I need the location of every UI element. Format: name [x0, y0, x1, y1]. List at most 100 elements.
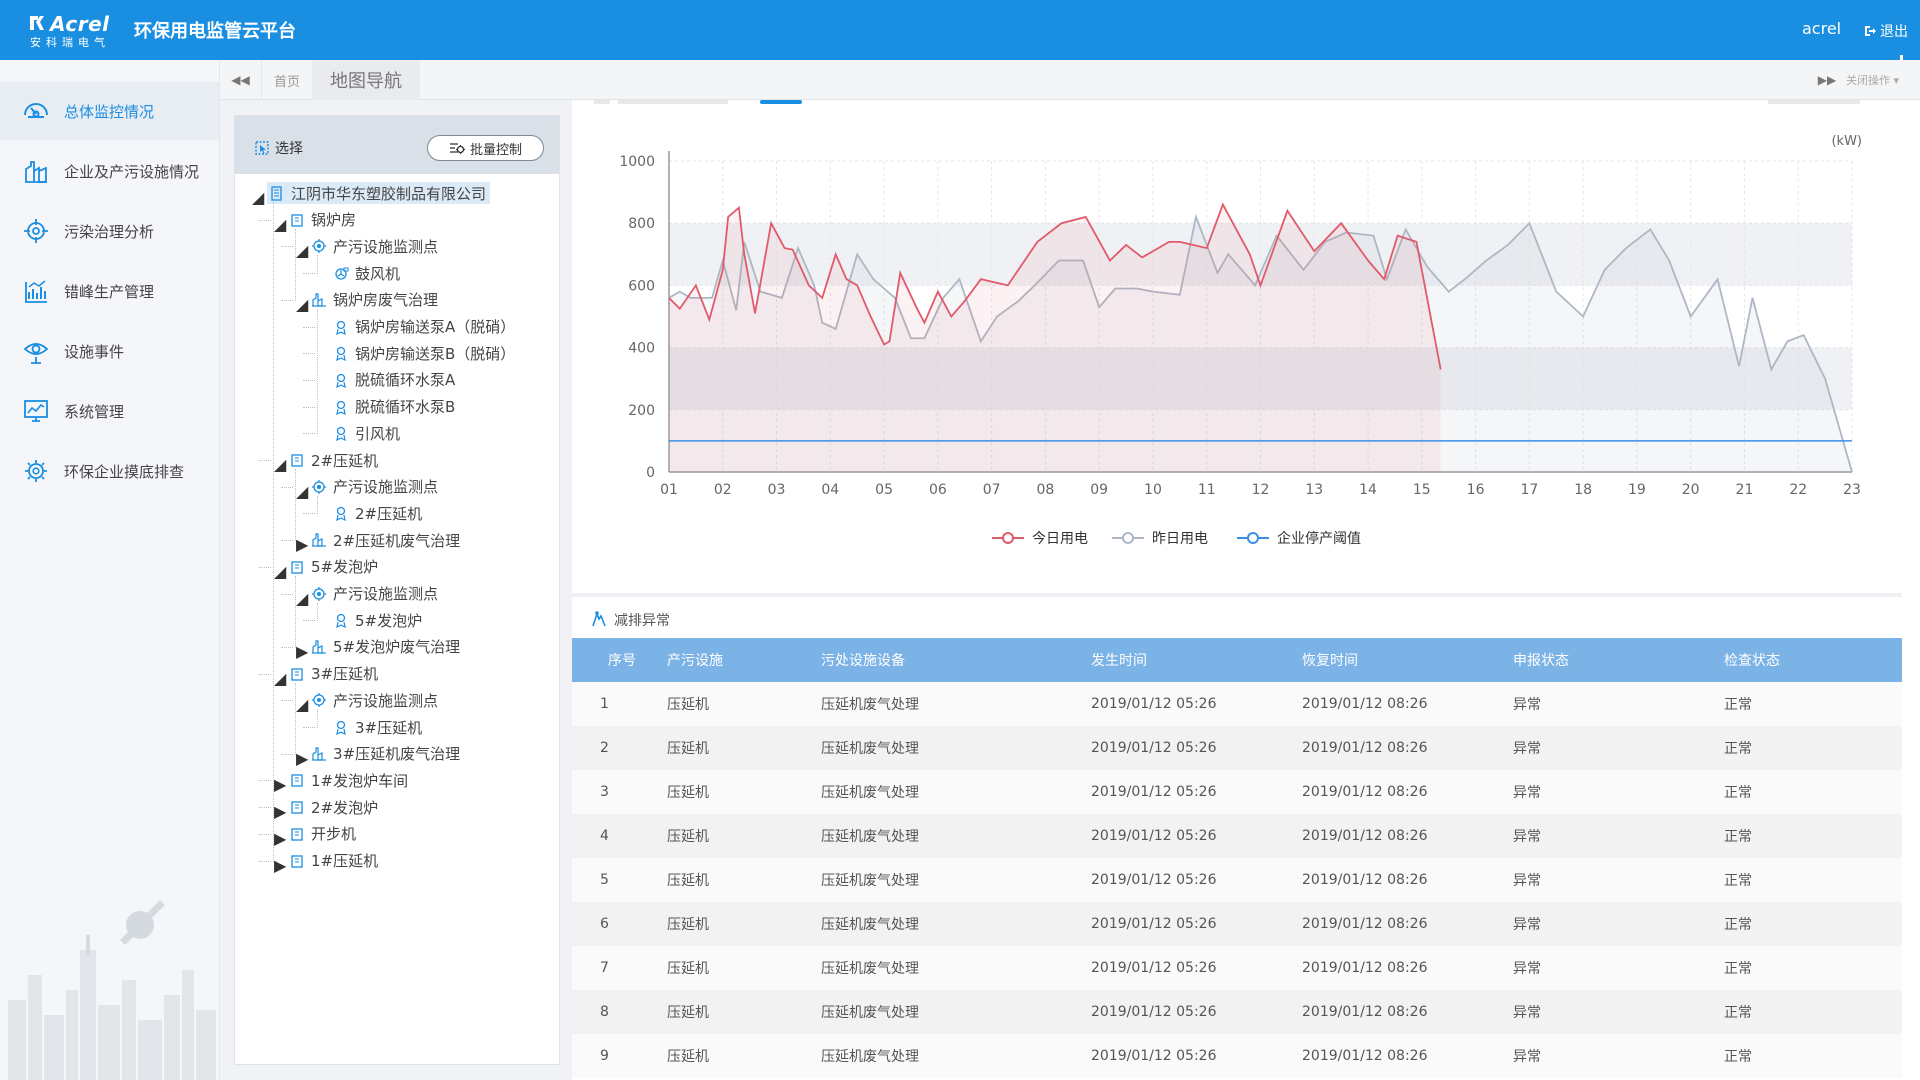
- tree-node[interactable]: 产污设施监测点: [311, 583, 438, 605]
- tree-expand-toggle-icon[interactable]: ▶: [296, 641, 309, 661]
- table-row[interactable]: 7 压延机 压延机废气处理 2019/01/12 05:26 2019/01/12 08…: [572, 946, 1902, 990]
- tree-node[interactable]: 产污设施监测点: [311, 235, 438, 257]
- tree-node[interactable]: 锅炉房输送泵A（脱硝）: [333, 316, 515, 338]
- tree-node[interactable]: 产污设施监测点: [311, 689, 438, 711]
- table-cell: 压延机废气处理: [821, 726, 1091, 770]
- legend-label: 企业停产阈值: [1277, 530, 1361, 547]
- tree-node[interactable]: 2#压延机: [289, 449, 378, 471]
- table-row[interactable]: 9 压延机 压延机废气处理 2019/01/12 05:26 2019/01/12 08…: [572, 1034, 1902, 1078]
- tree-node[interactable]: 开步机: [289, 823, 356, 845]
- tree-node[interactable]: 锅炉房输送泵B（脱硝）: [333, 342, 515, 364]
- tree-node[interactable]: 2#压延机: [333, 502, 422, 524]
- table-row[interactable]: 1 压延机 压延机废气处理 2019/01/12 05:26 2019/01/12 08…: [572, 682, 1902, 726]
- tree-collapse-toggle-icon[interactable]: ◢: [274, 561, 287, 581]
- table-cell: 2019/01/12 08:26: [1302, 682, 1513, 726]
- tree-node[interactable]: 脱硫循环水泵A: [333, 369, 455, 391]
- tree-collapse-toggle-icon[interactable]: ◢: [296, 294, 309, 314]
- tab-scroll-right-button[interactable]: ▶▶: [1817, 73, 1837, 87]
- tab-home[interactable]: 首页: [273, 74, 300, 90]
- sidebar-item-overall-monitoring[interactable]: 总体监控情况: [0, 82, 219, 140]
- tree-node[interactable]: 3#压延机: [333, 716, 422, 738]
- tree-expand-toggle-icon[interactable]: ▶: [274, 775, 287, 795]
- tree-connector: [259, 780, 271, 782]
- tree-connector: [259, 860, 271, 862]
- column-header[interactable]: 序号: [572, 638, 667, 682]
- select-label: 选择: [275, 141, 303, 157]
- x-tick-label: 01: [660, 482, 678, 498]
- table-row[interactable]: 2 压延机 压延机废气处理 2019/01/12 05:26 2019/01/12 08…: [572, 726, 1902, 770]
- tree-node[interactable]: 脱硫循环水泵B: [333, 396, 455, 418]
- table-cell: 2019/01/12 08:26: [1302, 1034, 1513, 1078]
- tree-node[interactable]: 鼓风机: [333, 262, 400, 284]
- tab-map-navigation[interactable]: 地图导航: [312, 60, 420, 100]
- tree-collapse-toggle-icon[interactable]: ◢: [296, 241, 309, 261]
- tree-node[interactable]: 1#发泡炉车间: [289, 769, 408, 791]
- tree-collapse-toggle-icon[interactable]: ◢: [296, 695, 309, 715]
- table-row[interactable]: 6 压延机 压延机废气处理 2019/01/12 05:26 2019/01/12 08…: [572, 902, 1902, 946]
- tree-collapse-toggle-icon[interactable]: ◢: [296, 481, 309, 501]
- tab-scroll-left-button[interactable]: ◀◀: [220, 60, 262, 100]
- tree-node[interactable]: 锅炉房废气治理: [311, 289, 438, 311]
- table-cell: 2019/01/12 05:26: [1091, 814, 1302, 858]
- workshop-icon: [291, 454, 303, 467]
- tree-expand-toggle-icon[interactable]: ▶: [274, 855, 287, 875]
- tree-node[interactable]: 锅炉房: [289, 209, 356, 231]
- column-header[interactable]: 检查状态: [1724, 638, 1902, 682]
- column-header[interactable]: 申报状态: [1513, 638, 1724, 682]
- sidebar-item-enterprise-facilities[interactable]: 企业及产污设施情况: [0, 142, 219, 200]
- tree-node[interactable]: 引风机: [333, 422, 400, 444]
- column-header[interactable]: 污处设施设备: [821, 638, 1091, 682]
- table-row[interactable]: 4 压延机 压延机废气处理 2019/01/12 05:26 2019/01/12 08…: [572, 814, 1902, 858]
- tree-node[interactable]: 5#发泡炉废气治理: [311, 636, 460, 658]
- monitor-point-icon: [312, 693, 326, 708]
- column-header[interactable]: 恢复时间: [1302, 638, 1513, 682]
- table-cell: 压延机废气处理: [821, 990, 1091, 1034]
- batch-control-label: 批量控制: [469, 142, 522, 158]
- tree-node[interactable]: 5#发泡炉: [333, 609, 422, 631]
- tree-expand-toggle-icon[interactable]: ▶: [296, 748, 309, 768]
- tree-collapse-toggle-icon[interactable]: ◢: [274, 668, 287, 688]
- sidebar-item-system-management[interactable]: 系统管理: [0, 382, 219, 440]
- tree-expand-toggle-icon[interactable]: ▶: [274, 802, 287, 822]
- tree-node[interactable]: 1#压延机: [289, 850, 378, 872]
- tree-node[interactable]: 2#压延机废气治理: [311, 529, 460, 551]
- table-cell: 4: [572, 814, 667, 858]
- events-section-title: 减排异常: [614, 613, 670, 629]
- batch-control-button[interactable]: 批量控制: [427, 135, 544, 161]
- table-cell: 异常: [1513, 814, 1724, 858]
- tree-node[interactable]: 2#发泡炉: [289, 796, 378, 818]
- sidebar: 总体监控情况 企业及产污设施情况 污染治理分析 错峰生产管理 设施事件: [0, 60, 220, 1080]
- tree-node-root[interactable]: 江阴市华东塑胶制品有限公司: [267, 182, 491, 204]
- table-cell: 9: [572, 1034, 667, 1078]
- tree-node[interactable]: 产污设施监测点: [311, 476, 438, 498]
- tree-node[interactable]: 3#压延机: [289, 663, 378, 685]
- tree-node[interactable]: 3#压延机废气治理: [311, 743, 460, 765]
- close-operations-dropdown[interactable]: 关闭操作 ▾: [1846, 60, 1918, 100]
- tree-node[interactable]: 5#发泡炉: [289, 556, 378, 578]
- column-header[interactable]: 发生时间: [1091, 638, 1302, 682]
- monitor-point-icon: [312, 239, 326, 254]
- tree-collapse-toggle-icon[interactable]: ◢: [274, 214, 287, 234]
- series-line: [668, 202, 1442, 370]
- table-row[interactable]: 5 压延机 压延机废气处理 2019/01/12 05:26 2019/01/12 08…: [572, 858, 1902, 902]
- tree-connector: [303, 326, 315, 328]
- sidebar-item-peak-production[interactable]: 错峰生产管理: [0, 262, 219, 320]
- sidebar-item-facility-events[interactable]: 设施事件: [0, 322, 219, 380]
- user-name[interactable]: acrel: [1802, 19, 1842, 38]
- tree-collapse-toggle-icon[interactable]: ◢: [274, 455, 287, 474]
- table-row[interactable]: 8 压延机 压延机废气处理 2019/01/12 05:26 2019/01/12 08…: [572, 990, 1902, 1034]
- table-cell: 压延机废气处理: [821, 946, 1091, 990]
- tree-collapse-toggle-icon[interactable]: ◢: [252, 188, 265, 207]
- acrel-logo: Acrel 安科瑞电气: [28, 12, 120, 50]
- tree-collapse-toggle-icon[interactable]: ◢: [296, 588, 309, 608]
- sidebar-item-enterprise-survey[interactable]: 环保企业摸底排查: [0, 442, 219, 500]
- column-header[interactable]: 产污设施: [667, 638, 821, 682]
- production-chart-icon: [25, 280, 47, 303]
- tab-bar: ◀◀ 首页 地图导航 ▶▶ 关闭操作 ▾: [220, 60, 1920, 100]
- tree-expand-toggle-icon[interactable]: ▶: [274, 828, 287, 848]
- sidebar-item-pollution-analysis[interactable]: 污染治理分析: [0, 202, 219, 260]
- logout-button[interactable]: 退出: [1864, 21, 1908, 41]
- table-row[interactable]: 3 压延机 压延机废气处理 2019/01/12 05:26 2019/01/12 08…: [572, 770, 1902, 814]
- tree-expand-toggle-icon[interactable]: ▶: [296, 535, 309, 555]
- table-cell: 压延机: [667, 990, 821, 1034]
